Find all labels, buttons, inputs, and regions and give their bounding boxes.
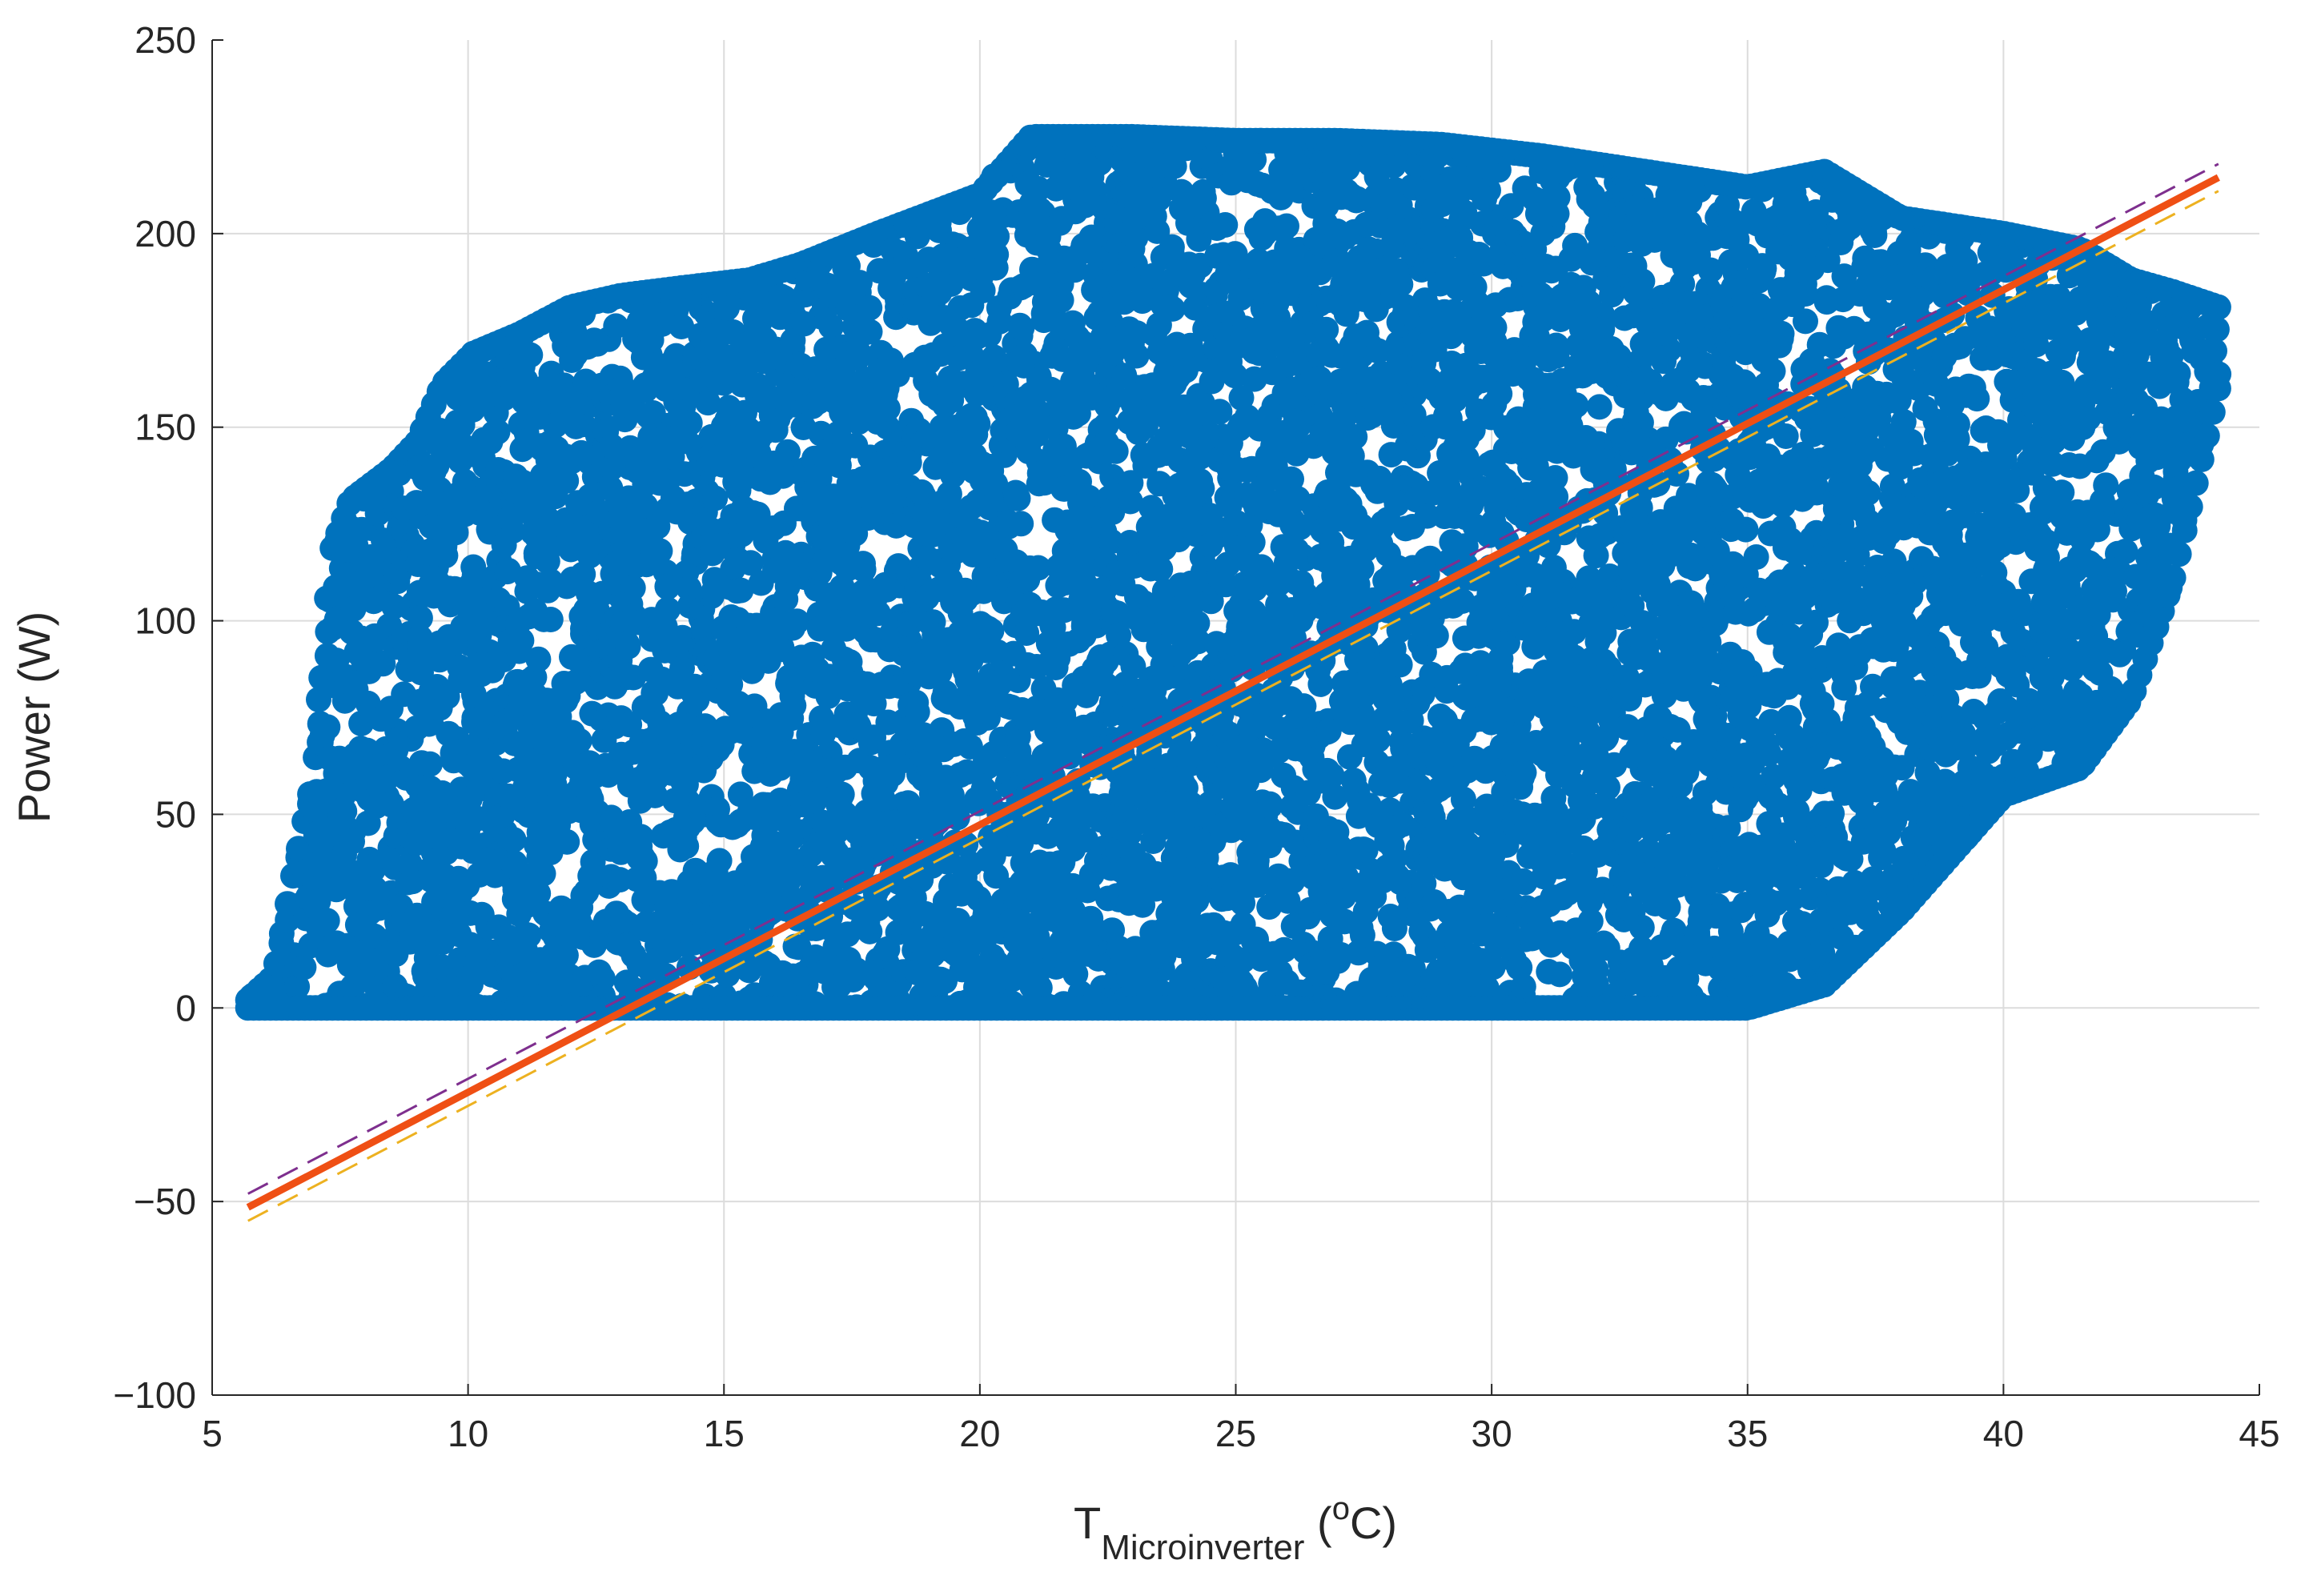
scatter-point <box>1008 511 1034 537</box>
scatter-point <box>1123 343 1150 369</box>
scatter-point <box>361 852 388 879</box>
scatter-point <box>632 848 658 874</box>
scatter-point <box>857 295 883 321</box>
scatter-point <box>1423 623 1449 649</box>
scatter-point <box>1184 610 1211 636</box>
scatter-point <box>553 467 580 494</box>
scatter-point <box>628 824 654 850</box>
scatter-point <box>480 420 507 447</box>
scatter-point <box>525 646 552 672</box>
scatter-point <box>1102 438 1129 464</box>
scatter-point <box>1005 485 1031 511</box>
scatter-point <box>706 848 733 874</box>
scatter-point <box>1207 399 1233 425</box>
scatter-point <box>655 596 681 623</box>
scatter-point <box>542 412 568 439</box>
scatter-point <box>312 714 339 740</box>
scatter-point <box>407 605 433 632</box>
scatter-point <box>517 342 544 368</box>
scatter-point <box>965 411 991 437</box>
scatter-point <box>552 942 579 968</box>
scatter-point <box>677 410 703 436</box>
scatter-point <box>314 908 340 934</box>
scatter-point <box>1009 315 1035 341</box>
scatter-point <box>615 633 641 660</box>
scatter-point <box>609 908 636 934</box>
scatter-point <box>1387 652 1413 678</box>
scatter-point <box>1183 888 1210 914</box>
scatter-point <box>566 728 592 754</box>
scatter-point <box>530 860 556 887</box>
scatter-point <box>537 607 564 632</box>
scatter-point <box>284 973 311 1000</box>
scatter-point <box>1257 793 1283 820</box>
scatter-point <box>305 888 331 915</box>
scatter-point <box>1347 915 1374 941</box>
scatter-point <box>525 880 552 907</box>
scatter-point <box>982 255 1009 281</box>
scatter-point <box>1187 468 1214 495</box>
scatter-point <box>1191 185 1217 211</box>
scatter-points <box>235 123 2232 1021</box>
scatter-point <box>1212 212 1239 238</box>
scatter-point <box>1274 213 1299 239</box>
scatter-point <box>1155 294 1182 320</box>
scatter-point <box>291 954 317 980</box>
scatter-point <box>874 395 901 422</box>
scatter-point <box>396 851 423 877</box>
scatter-point <box>417 751 443 777</box>
scatter-point <box>500 827 527 853</box>
scatter-point <box>784 608 810 635</box>
scatter-point <box>554 828 580 855</box>
scatter-point <box>563 669 589 696</box>
scatter-point <box>673 833 700 860</box>
scatter-point <box>339 828 365 855</box>
scatter-point <box>781 692 807 719</box>
scatter-point <box>904 699 930 725</box>
scatter-point <box>508 628 535 654</box>
scatter-point <box>516 922 542 948</box>
